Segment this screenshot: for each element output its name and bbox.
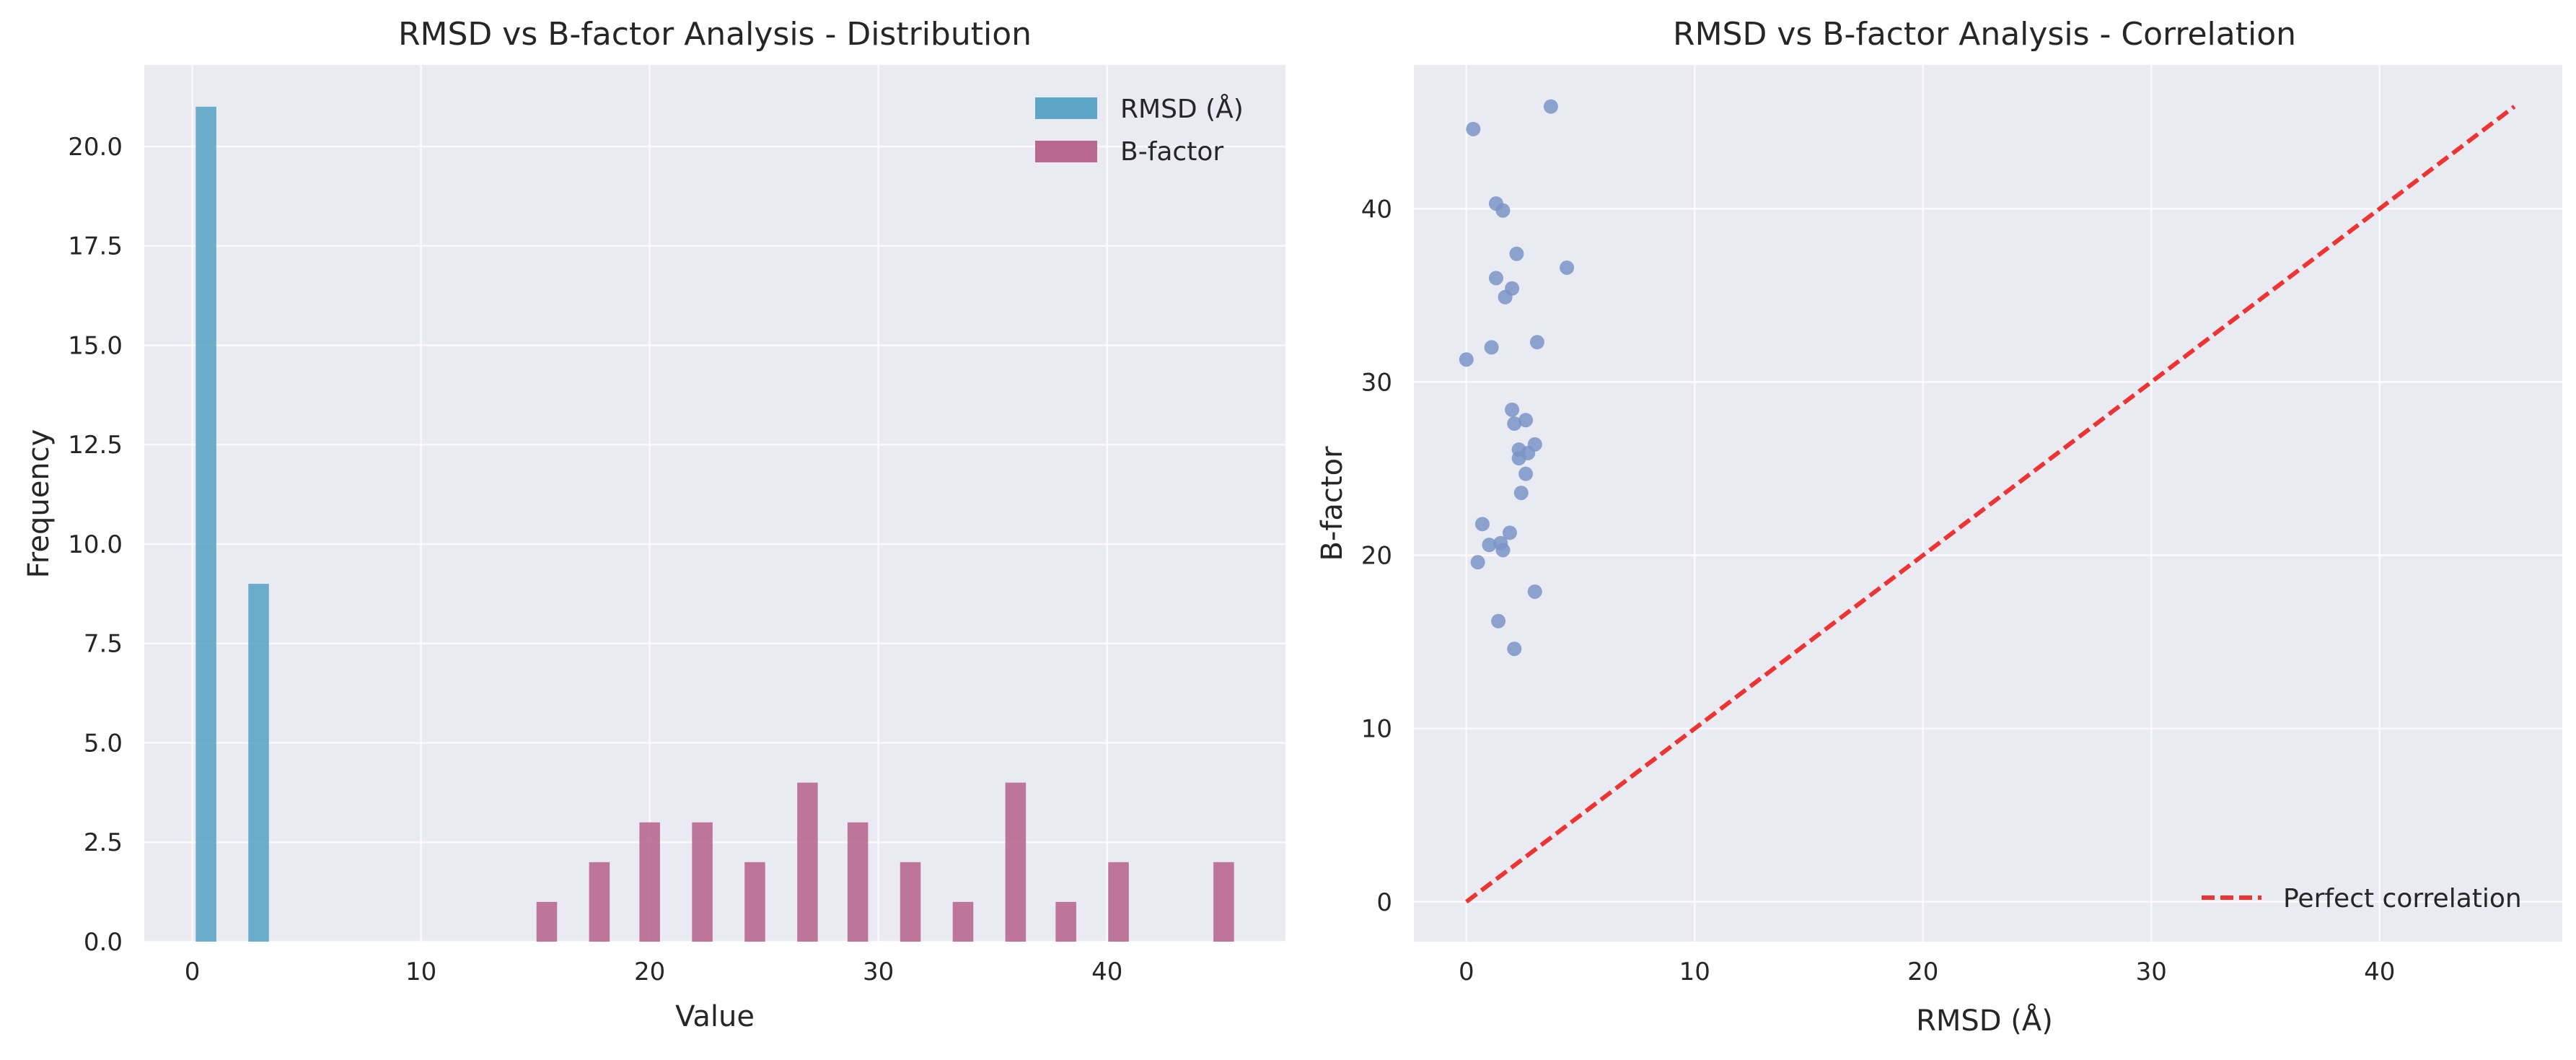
scatter-point [1505,402,1520,417]
scatter-point [1527,584,1542,599]
scatter-point [1507,641,1522,657]
x-tick-label: 20 [1907,958,1938,986]
bar [536,901,558,942]
x-axis-label: RMSD (Å) [1916,1003,2053,1038]
bar [248,584,269,942]
scatter-point [1488,271,1503,286]
scatter-point [1498,289,1513,305]
bar [797,782,818,942]
scatter-point [1502,525,1517,540]
scatter-point [1511,451,1526,466]
plot-background [144,65,1285,942]
x-tick-label: 0 [185,958,201,986]
x-tick-label: 0 [1459,958,1474,986]
scatter-point [1470,555,1485,570]
legend: RMSD (Å) B-factor [1035,93,1244,167]
scatter-point [1495,543,1511,558]
distribution-panel: 0 10 20 30 40 0.0 2.5 5.0 7.5 10.0 12.5 15.0 17.5 20.… [22,16,1285,1033]
scatter-point [1474,517,1490,532]
bar [639,822,660,942]
legend-label-bfactor: B-factor [1120,137,1223,167]
y-tick-label: 17.5 [68,232,123,261]
y-tick-label: 20 [1361,542,1392,571]
y-tick-label: 2.5 [84,828,123,857]
scatter-point [1482,538,1497,553]
y-tick-label: 40 [1361,195,1392,224]
y-axis-label: Frequency [22,429,56,579]
correlation-panel: 0 10 20 30 40 0 10 20 30 40 RMSD vs B-factor Anal… [1316,16,2562,1038]
x-tick-label: 10 [1679,958,1710,986]
bar [847,822,869,942]
legend: Perfect correlation [2202,884,2522,914]
bar [1213,862,1234,942]
bar [1108,862,1129,942]
bar [589,862,610,942]
bar [952,901,974,942]
legend-label-rmsd: RMSD (Å) [1120,93,1244,124]
tick-labels: 0 10 20 30 40 0.0 2.5 5.0 7.5 10.0 12.5 15.0 17.5 20.… [68,133,1122,986]
bar [692,822,713,942]
scatter-point [1509,246,1524,261]
bars [195,106,1234,942]
legend-swatch-rmsd [1035,97,1097,119]
chart-title: RMSD vs B-factor Analysis - Correlation [1673,16,2296,53]
x-axis-label: Value [675,1000,755,1033]
y-tick-label: 0 [1376,888,1392,917]
chart-title: RMSD vs B-factor Analysis - Distribution [398,16,1032,53]
scatter-point [1513,486,1529,501]
y-tick-label: 0.0 [84,928,123,957]
x-tick-label: 20 [634,958,665,986]
x-tick-label: 40 [2364,958,2395,986]
bar [1005,782,1027,942]
bar [900,862,921,942]
scatter-point [1560,260,1575,275]
y-tick-label: 10.0 [68,530,123,559]
y-tick-label: 5.0 [84,729,123,758]
scatter-point [1543,99,1558,114]
grid [1414,65,2562,942]
scatter-point [1529,335,1544,350]
legend-swatch-bfactor [1035,141,1097,162]
x-tick-label: 30 [2136,958,2167,986]
y-tick-label: 10 [1361,715,1392,744]
scatter-point [1518,413,1534,428]
perfect-correlation-line [1464,105,2516,904]
bar [1055,901,1076,942]
scatter-point [1459,352,1474,367]
scatter-point [1491,613,1506,628]
bar [744,862,765,942]
scatter-point [1495,203,1511,218]
scatter-point [1484,340,1499,355]
y-tick-label: 12.5 [68,431,123,460]
x-tick-label: 40 [1091,958,1122,986]
bar [195,106,216,942]
scatter-point [1466,121,1481,136]
y-tick-label: 30 [1361,368,1392,397]
y-axis-label: B-factor [1316,446,1349,561]
x-tick-label: 30 [863,958,894,986]
tick-labels: 0 10 20 30 40 0 10 20 30 40 [1361,195,2396,986]
scatter-points [1459,99,2516,904]
scatter-point [1518,466,1534,481]
y-tick-label: 20.0 [68,133,123,162]
scatter-point [1507,416,1522,432]
y-tick-label: 7.5 [84,630,123,659]
x-tick-label: 10 [405,958,436,986]
legend-label-perfect-correlation: Perfect correlation [2283,884,2522,914]
y-tick-label: 15.0 [68,331,123,360]
